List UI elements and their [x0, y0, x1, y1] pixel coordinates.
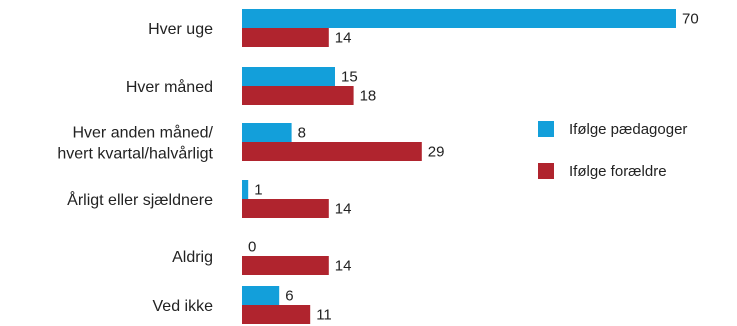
category-label: Aldrig — [172, 249, 213, 266]
data-label: 8 — [298, 125, 306, 142]
category-label-line: hvert kvartal/halvårligt — [57, 145, 213, 163]
data-label: 18 — [360, 88, 377, 105]
category-label-line: Hver anden måned/ — [72, 124, 213, 142]
data-label: 29 — [428, 144, 445, 161]
bar-paedagoger — [242, 286, 280, 305]
category-label: Hver anden måned/hvert kvartal/halvårlig… — [57, 124, 213, 163]
bar-foraeldre — [242, 28, 329, 47]
category-label: Ved ikke — [153, 298, 214, 315]
bars — [242, 9, 676, 324]
category-labels: Hver uge Hver måned Hver anden måned/hvert… — [57, 21, 213, 315]
bar-paedagoger — [242, 180, 249, 199]
legend-label-foraeldre: Ifølge forældre — [569, 163, 667, 180]
bar-foraeldre — [242, 199, 329, 218]
bar-foraeldre — [242, 142, 422, 161]
legend-label-paedagoger: Ifølge pædagoger — [569, 121, 687, 138]
legend-swatch-foraeldre — [538, 163, 554, 179]
bar-paedagoger — [242, 67, 335, 86]
bar-foraeldre — [242, 86, 354, 105]
data-label: 70 — [682, 11, 699, 28]
legend-swatch-paedagoger — [538, 121, 554, 137]
data-label: 11 — [316, 307, 332, 324]
bar-paedagoger — [242, 123, 292, 142]
bar-paedagoger — [242, 9, 676, 28]
data-label: 14 — [335, 201, 352, 218]
category-label: Årligt eller sjældnere — [67, 190, 213, 209]
legend: Ifølge pædagoger Ifølge forældre — [538, 121, 687, 180]
data-label: 0 — [248, 239, 256, 256]
data-label: 15 — [341, 69, 358, 86]
category-label: Hver uge — [148, 21, 213, 38]
data-label: 1 — [254, 182, 262, 199]
data-label: 14 — [335, 258, 352, 275]
data-label: 14 — [335, 30, 352, 47]
bar-foraeldre — [242, 305, 311, 324]
bar-foraeldre — [242, 256, 329, 275]
data-label: 6 — [285, 288, 293, 305]
category-label: Hver måned — [126, 78, 213, 96]
